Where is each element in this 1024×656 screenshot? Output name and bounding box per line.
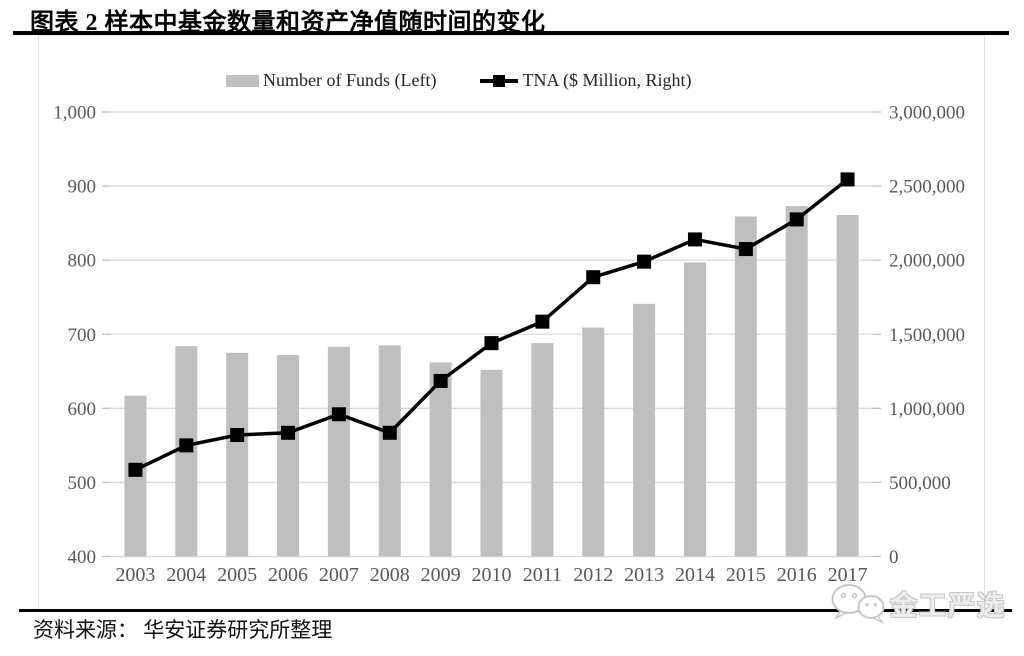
bar-2009 — [429, 362, 452, 557]
year-label-2015: 2015 — [726, 564, 766, 586]
tna-marker-2005 — [230, 428, 245, 443]
bar-2005 — [226, 352, 249, 557]
line-swatch-marker — [493, 74, 506, 87]
bar-2013 — [633, 303, 656, 557]
right-tick-label: 500,000 — [889, 473, 951, 494]
left-tick-label: 500 — [68, 473, 97, 494]
bar-2011 — [531, 343, 554, 557]
year-label-2004: 2004 — [166, 564, 206, 586]
year-label-2007: 2007 — [319, 564, 359, 586]
tna-marker-2003 — [128, 462, 143, 477]
left-tick-label: 900 — [68, 177, 97, 198]
legend-label-tna: TNA ($ Million, Right) — [522, 70, 692, 90]
x-axis-labels: 2003 2004 2005 2006 2007 2008 2009 2010 2011 2012… — [115, 564, 867, 586]
bar-2010 — [480, 369, 503, 557]
right-tick-label: 3,000,000 — [889, 103, 965, 124]
tna-marker-2013 — [637, 254, 652, 269]
year-label-2011: 2011 — [523, 564, 562, 586]
tna-marker-2011 — [535, 314, 550, 329]
right-tick-label: 1,500,000 — [889, 325, 965, 346]
year-label-2008: 2008 — [370, 564, 410, 586]
tna-marker-2017 — [840, 172, 855, 187]
right-tick-label: 2,000,000 — [889, 251, 965, 272]
tna-marker-2009 — [433, 373, 448, 388]
year-label-2010: 2010 — [472, 564, 512, 586]
bar-2007 — [327, 346, 350, 557]
year-label-2003: 2003 — [115, 564, 155, 586]
right-tick-label: 0 — [889, 547, 899, 568]
bottom-rule — [19, 609, 1012, 612]
right-axis-tick-labels: 0 500,000 1,000,000 1,500,000 2,000,000 2,500… — [889, 103, 965, 569]
year-label-2017: 2017 — [828, 564, 868, 586]
chart-legend: Number of Funds (Left) TNA ($ Million, R… — [226, 70, 691, 91]
bar-2016 — [785, 206, 808, 557]
tna-marker-2016 — [789, 212, 804, 227]
tna-marker-2004 — [179, 438, 194, 453]
year-label-2014: 2014 — [675, 564, 715, 586]
left-tick-label: 700 — [68, 325, 97, 346]
bar-swatch-icon — [226, 74, 259, 87]
bar-2014 — [683, 262, 706, 557]
year-label-2006: 2006 — [268, 564, 308, 586]
source-note: 资料来源： 华安证券研究所整理 — [33, 618, 333, 642]
wechat-chat-bubbles-icon — [831, 584, 885, 624]
tna-marker-2007 — [331, 407, 346, 422]
bar-2008 — [378, 345, 401, 557]
bars-number-of-funds — [124, 206, 859, 557]
left-axis-tick-labels: 400 500 600 700 800 900 1,000 — [53, 103, 96, 569]
tna-marker-2015 — [738, 242, 753, 257]
legend-item-tna: TNA ($ Million, Right) — [480, 70, 691, 91]
left-tick-label: 800 — [68, 251, 97, 272]
legend-label-number-of-funds: Number of Funds (Left) — [263, 70, 437, 90]
year-label-2009: 2009 — [421, 564, 461, 586]
year-label-2013: 2013 — [624, 564, 664, 586]
right-tick-label: 2,500,000 — [889, 177, 965, 198]
bar-2017 — [836, 214, 859, 557]
title-rule — [13, 31, 1009, 35]
left-tick-label: 600 — [68, 399, 97, 420]
tna-marker-2010 — [484, 336, 499, 351]
left-tick-label: 400 — [68, 547, 97, 568]
bar-2006 — [277, 354, 300, 557]
tna-marker-2012 — [586, 270, 601, 285]
year-label-2005: 2005 — [217, 564, 257, 586]
tna-marker-2014 — [687, 232, 702, 247]
watermark-text: 金工严选 — [890, 590, 1006, 621]
line-marker-swatch-icon — [480, 74, 519, 88]
legend-item-number-of-funds: Number of Funds (Left) — [226, 70, 436, 91]
tna-marker-2008 — [382, 425, 397, 440]
year-label-2012: 2012 — [573, 564, 613, 586]
left-tick-label: 1,000 — [53, 103, 96, 124]
bar-2015 — [734, 216, 757, 557]
tna-markers — [128, 172, 855, 477]
bar-2012 — [582, 327, 605, 557]
year-label-2016: 2016 — [777, 564, 817, 586]
tna-marker-2006 — [281, 425, 296, 440]
right-tick-label: 1,000,000 — [889, 399, 965, 420]
watermark: 金工严选 — [826, 580, 1006, 626]
